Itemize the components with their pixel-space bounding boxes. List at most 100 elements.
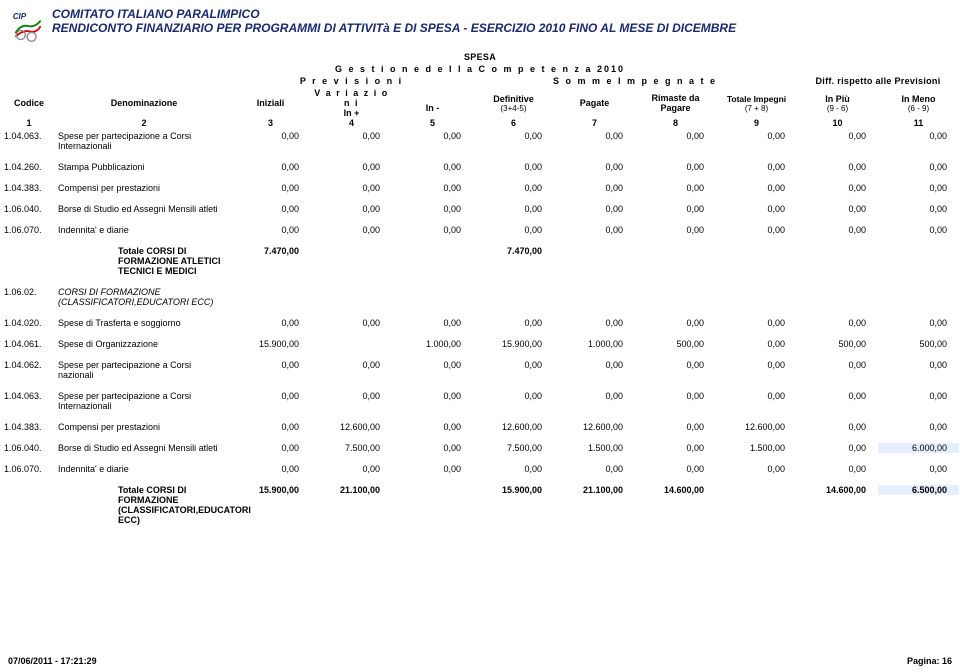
cell-desc: Borse di Studio ed Assegni Mensili atlet… <box>58 204 230 214</box>
colnum: 11 <box>878 118 959 128</box>
cell-value: 0,00 <box>797 204 878 214</box>
cell-value: 14.600,00 <box>797 485 878 495</box>
cell-value: 0,00 <box>635 225 716 235</box>
cell-value: 0,00 <box>473 360 554 370</box>
somme-label: S o m m e I m p e g n a t e <box>473 76 797 86</box>
cell-value: 0,00 <box>878 464 959 474</box>
cell-value: 0,00 <box>716 464 797 474</box>
cell-value: 0,00 <box>392 464 473 474</box>
cell-value: 1.500,00 <box>716 443 797 453</box>
cell-value: 0,00 <box>797 162 878 172</box>
cell-value: 7.470,00 <box>230 246 311 256</box>
cell-value: 0,00 <box>797 464 878 474</box>
previsioni-label: P r e v i s i o n i <box>230 76 473 86</box>
header: CIP COMITATO ITALIANO PARALIMPICO RENDIC… <box>0 0 960 44</box>
cell-value: 0,00 <box>392 183 473 193</box>
cell-value: 0,00 <box>635 162 716 172</box>
cell-value: 0,00 <box>716 318 797 328</box>
cell-value: 7.500,00 <box>311 443 392 453</box>
cell-value: 0,00 <box>554 225 635 235</box>
cell-value: 0,00 <box>392 391 473 401</box>
col-denominazione: Denominazione <box>58 98 230 108</box>
cell-value: 0,00 <box>392 422 473 432</box>
cell-value: 0,00 <box>635 443 716 453</box>
cell-value: 0,00 <box>797 318 878 328</box>
cell-code: 1.04.383. <box>0 422 58 432</box>
colnum: 10 <box>797 118 878 128</box>
cell-value: 0,00 <box>878 391 959 401</box>
cell-value: 0,00 <box>716 162 797 172</box>
cell-value: 0,00 <box>230 391 311 401</box>
cell-value: 0,00 <box>878 162 959 172</box>
cell-value: 0,00 <box>392 360 473 370</box>
cell-value: 0,00 <box>230 225 311 235</box>
cell-code: 1.04.260. <box>0 162 58 172</box>
cell-value: 0,00 <box>878 360 959 370</box>
org-title: COMITATO ITALIANO PARALIMPICO <box>52 8 736 22</box>
cell-value: 0,00 <box>311 360 392 370</box>
cell-code: 1.04.383. <box>0 183 58 193</box>
cell-value: 0,00 <box>554 464 635 474</box>
cell-value: 6.500,00 <box>878 485 959 495</box>
cell-value: 0,00 <box>635 360 716 370</box>
table-row: 1.04.063.Spese per partecipazione a Cors… <box>0 128 960 159</box>
cell-code: 1.06.040. <box>0 443 58 453</box>
cell-value: 0,00 <box>635 318 716 328</box>
cell-value: 21.100,00 <box>311 485 392 495</box>
report-title: RENDICONTO FINANZIARIO PER PROGRAMMI DI … <box>52 22 736 36</box>
col-inplus: In + <box>311 108 392 118</box>
cell-value: 0,00 <box>311 204 392 214</box>
colnum: 5 <box>392 118 473 128</box>
table-row: 1.06.040.Borse di Studio ed Assegni Mens… <box>0 440 960 461</box>
cell-value: 0,00 <box>797 360 878 370</box>
cell-value: 0,00 <box>230 318 311 328</box>
cell-value: 0,00 <box>230 131 311 141</box>
cell-value: 0,00 <box>230 162 311 172</box>
cell-value: 0,00 <box>392 131 473 141</box>
cell-value: 0,00 <box>230 443 311 453</box>
spesa-label: SPESA <box>0 52 960 62</box>
colnum: 7 <box>554 118 635 128</box>
cell-value: 0,00 <box>230 360 311 370</box>
cell-value: 15.900,00 <box>473 339 554 349</box>
col-header-row: Codice Denominazione Iniziali V a r i a … <box>0 88 960 118</box>
cell-value: 0,00 <box>635 422 716 432</box>
cell-value: 0,00 <box>473 204 554 214</box>
cell-desc: Compensi per prestazioni <box>58 183 230 193</box>
cell-value: 0,00 <box>716 360 797 370</box>
cell-value: 0,00 <box>797 131 878 141</box>
col-iniziali: Iniziali <box>230 98 311 108</box>
title-block: COMITATO ITALIANO PARALIMPICO RENDICONTO… <box>52 8 736 36</box>
cell-code: 1.06.040. <box>0 204 58 214</box>
col-inpiu: In Più <box>797 94 878 104</box>
cell-value: 0,00 <box>797 391 878 401</box>
data-rows: 1.04.063.Spese per partecipazione a Cors… <box>0 128 960 533</box>
cell-value: 7.470,00 <box>473 246 554 256</box>
cell-code: 1.04.061. <box>0 339 58 349</box>
col-definitive: Definitive <box>473 94 554 104</box>
cell-value: 0,00 <box>311 131 392 141</box>
table-row: 1.06.040.Borse di Studio ed Assegni Mens… <box>0 201 960 222</box>
cell-value: 0,00 <box>554 162 635 172</box>
cell-value: 1.500,00 <box>554 443 635 453</box>
cell-value: 0,00 <box>797 422 878 432</box>
cell-value: 0,00 <box>392 225 473 235</box>
cell-value: 0,00 <box>473 162 554 172</box>
cell-value: 0,00 <box>392 318 473 328</box>
gestione-label: G e s t i o n e d e l l a C o m p e t e … <box>0 64 960 74</box>
colnum: 4 <box>311 118 392 128</box>
cell-value: 0,00 <box>311 464 392 474</box>
col-inminus: In - <box>392 103 473 113</box>
cell-value: 12.600,00 <box>311 422 392 432</box>
cell-value: 0,00 <box>554 204 635 214</box>
colnum: 1 <box>0 118 58 128</box>
cell-value: 0,00 <box>878 225 959 235</box>
cip-logo-icon: CIP <box>10 8 46 44</box>
col-group-row: P r e v i s i o n i S o m m e I m p e g … <box>0 76 960 86</box>
cell-value: 0,00 <box>635 183 716 193</box>
col-inmeno: In Meno <box>878 94 959 104</box>
cell-value: 0,00 <box>554 391 635 401</box>
cell-desc: Spese per partecipazione a Corsi naziona… <box>58 360 230 380</box>
col-pagare: Pagare <box>635 103 716 113</box>
cell-value: 0,00 <box>311 183 392 193</box>
